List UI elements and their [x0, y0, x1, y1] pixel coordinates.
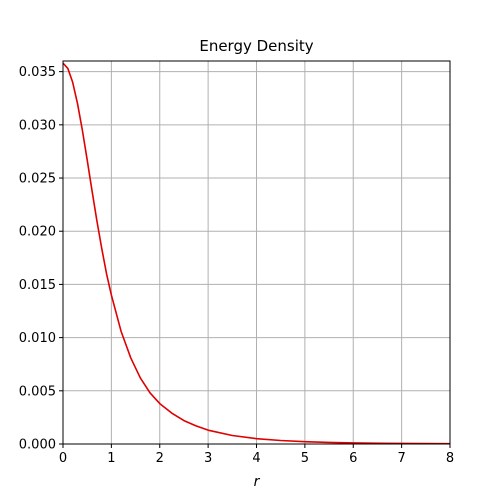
y-tick-label: 0.025 — [19, 172, 56, 187]
series-layer — [62, 62, 451, 445]
x-tick-label: 4 — [252, 451, 260, 466]
y-tick-label: 0.000 — [19, 438, 56, 453]
x-tick-label: 3 — [204, 451, 212, 466]
x-tick-label: 2 — [156, 451, 164, 466]
y-tick-label: 0.020 — [19, 225, 56, 240]
x-tick-label: 7 — [397, 451, 405, 466]
tick-layer: 0 1 2 3 4 5 6 7 8 0.000 0.005 0.010 0.015 0.020 0.025 0… — [19, 65, 454, 466]
x-axis-label: r — [254, 474, 261, 490]
x-tick-label: 1 — [107, 451, 115, 466]
y-tick-label: 0.035 — [19, 65, 56, 80]
x-tick-label: 0 — [59, 451, 67, 466]
y-tick-label: 0.030 — [19, 118, 56, 133]
energy-density-line — [62, 62, 451, 445]
x-tick-label: 8 — [446, 451, 454, 466]
y-tick-label: 0.005 — [19, 384, 56, 399]
y-tick-label: 0.010 — [19, 331, 56, 346]
x-tick-label: 6 — [349, 451, 357, 466]
x-tick-label: 5 — [301, 451, 309, 466]
y-tick-label: 0.015 — [19, 278, 56, 293]
grid-lines — [62, 61, 451, 445]
chart-title: Energy Density — [199, 37, 313, 55]
